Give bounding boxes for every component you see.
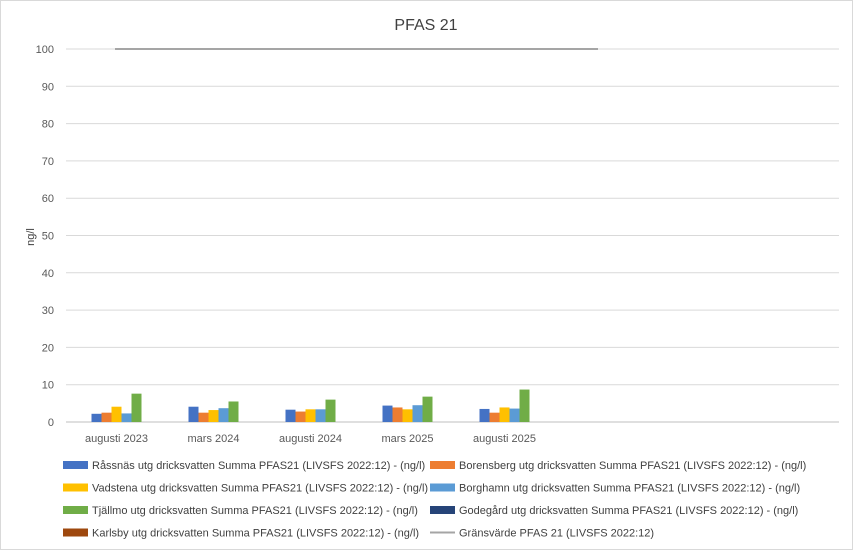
legend-swatch — [63, 528, 88, 537]
x-tick-label: augusti 2023 — [85, 433, 148, 445]
bar — [325, 399, 336, 422]
bar — [218, 408, 229, 422]
bar — [121, 413, 132, 422]
legend-swatch — [430, 461, 455, 469]
y-tick-label: 20 — [42, 342, 54, 354]
legend-swatch — [63, 483, 88, 492]
chart-title: PFAS 21 — [394, 17, 457, 34]
bar — [382, 405, 393, 422]
x-tick-label: mars 2025 — [382, 433, 434, 445]
y-tick-label: 30 — [42, 305, 54, 317]
y-tick-label: 90 — [42, 81, 54, 93]
legend-label: Tjällmo utg dricksvatten Summa PFAS21 (L… — [92, 505, 418, 517]
bars — [91, 389, 530, 422]
legend-swatch — [430, 483, 455, 492]
legend-label: Borghamn utg dricksvatten Summa PFAS21 (… — [459, 483, 800, 495]
y-tick-label: 100 — [36, 44, 54, 56]
legend-label: Gränsvärde PFAS 21 (LIVSFS 2022:12) — [459, 528, 654, 540]
bar — [295, 411, 306, 422]
legend-label: Vadstena utg dricksvatten Summa PFAS21 (… — [92, 483, 428, 495]
legend: Råssnäs utg dricksvatten Summa PFAS21 (L… — [63, 460, 806, 540]
bar — [198, 412, 209, 422]
bar — [111, 406, 122, 422]
bar — [228, 401, 239, 422]
bar — [305, 409, 316, 422]
y-tick-label: 10 — [42, 380, 54, 392]
bar — [101, 412, 112, 422]
bar — [208, 410, 219, 422]
legend-swatch — [63, 461, 88, 469]
legend-swatch — [63, 506, 88, 514]
bar — [479, 408, 490, 422]
bar — [392, 407, 403, 422]
bar — [519, 389, 530, 422]
y-tick-label: 50 — [42, 231, 54, 243]
y-axis-ticks: 0 10 20 30 40 50 60 70 80 90 100 — [36, 44, 54, 429]
bar — [188, 406, 199, 422]
bar — [489, 412, 500, 422]
bar — [499, 407, 510, 422]
x-tick-label: augusti 2024 — [279, 433, 342, 445]
x-tick-label: mars 2024 — [188, 433, 240, 445]
x-axis-ticks: augusti 2023 mars 2024 augusti 2024 mars 20… — [85, 433, 536, 445]
y-tick-label: 40 — [42, 268, 54, 280]
legend-label: Borensberg utg dricksvatten Summa PFAS21… — [459, 460, 806, 472]
gridlines — [66, 48, 839, 423]
bar — [422, 396, 433, 422]
y-axis-title: ng/l — [25, 228, 37, 246]
legend-label: Karlsby utg dricksvatten Summa PFAS21 (L… — [92, 528, 419, 540]
legend-label: Godegård utg dricksvatten Summa PFAS21 (… — [459, 505, 798, 517]
bar — [509, 408, 520, 422]
y-tick-label: 60 — [42, 193, 54, 205]
bar — [131, 393, 142, 422]
bar — [285, 409, 296, 422]
legend-label: Råssnäs utg dricksvatten Summa PFAS21 (L… — [92, 460, 425, 472]
bar — [91, 413, 102, 422]
x-tick-label: augusti 2025 — [473, 433, 536, 445]
bar — [402, 409, 413, 422]
y-tick-label: 0 — [48, 417, 54, 429]
bar — [412, 405, 423, 422]
y-tick-label: 80 — [42, 119, 54, 131]
bar — [315, 409, 326, 422]
legend-swatch — [430, 506, 455, 514]
y-tick-label: 70 — [42, 156, 54, 168]
